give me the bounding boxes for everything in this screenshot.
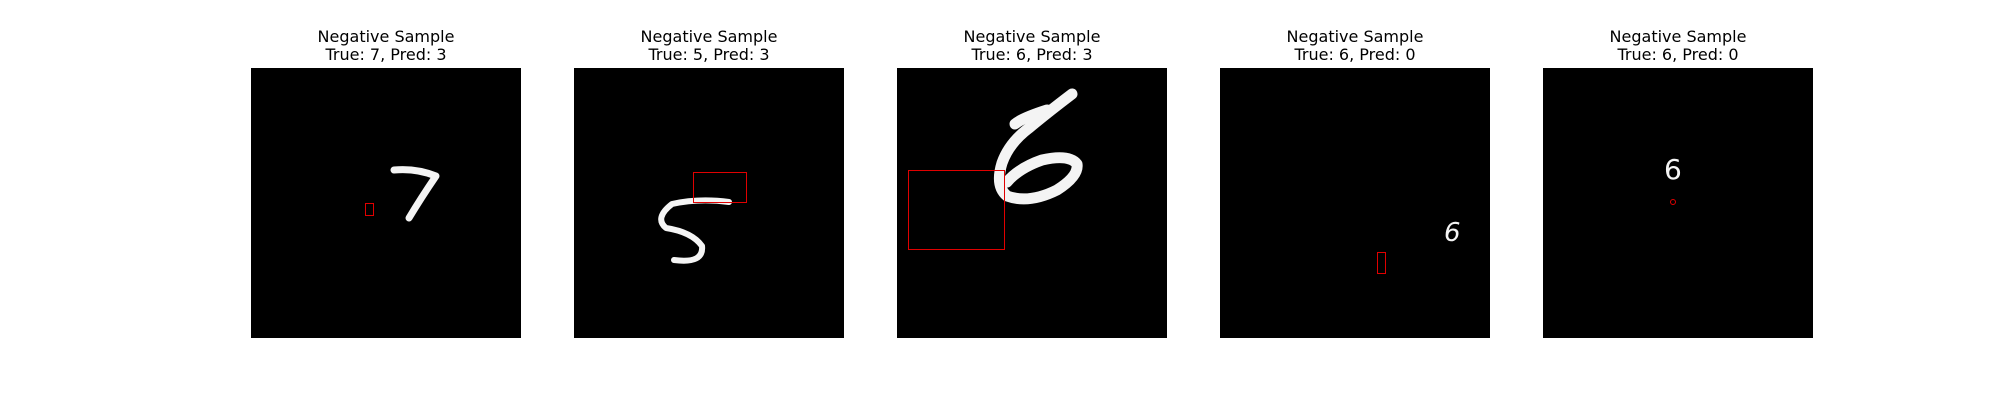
panel-title-line: Negative Sample bbox=[317, 27, 455, 46]
digit-stroke bbox=[658, 197, 732, 264]
digit-glyph: 6 bbox=[1664, 153, 1682, 186]
digit-stroke bbox=[390, 166, 440, 222]
digit-image bbox=[574, 68, 844, 338]
panel-title-line: Negative Sample bbox=[1286, 27, 1424, 46]
panel-title-line: Negative Sample bbox=[1609, 27, 1747, 46]
attention-box bbox=[365, 203, 374, 216]
panel-title: Negative Sample True: 6, Pred: 0 bbox=[1190, 28, 1520, 64]
attention-box bbox=[1377, 252, 1386, 274]
panel-subtitle-line: True: 6, Pred: 0 bbox=[1294, 45, 1416, 64]
digit-stroke-drawing bbox=[993, 88, 1083, 205]
digit-stroke-drawing bbox=[658, 197, 732, 264]
attention-box bbox=[908, 170, 1005, 250]
digit-stroke bbox=[993, 88, 1083, 205]
panel-title: Negative Sample True: 5, Pred: 3 bbox=[544, 28, 874, 64]
panel-title: Negative Sample True: 6, Pred: 3 bbox=[867, 28, 1197, 64]
panel-title-line: Negative Sample bbox=[640, 27, 778, 46]
digit-stroke-drawing bbox=[390, 166, 440, 222]
digit-image: 6 bbox=[1220, 68, 1490, 338]
panel-subtitle-line: True: 6, Pred: 0 bbox=[1617, 45, 1739, 64]
panel-subtitle-line: True: 5, Pred: 3 bbox=[648, 45, 770, 64]
attention-box bbox=[693, 172, 747, 203]
digit-image bbox=[897, 68, 1167, 338]
panel-subtitle-line: True: 7, Pred: 3 bbox=[325, 45, 447, 64]
panel-subtitle-line: True: 6, Pred: 3 bbox=[971, 45, 1093, 64]
digit-image: 6 bbox=[1543, 68, 1813, 338]
digit-glyph: 6 bbox=[1444, 218, 1461, 248]
attention-box bbox=[1670, 199, 1676, 205]
panel-title: Negative Sample True: 7, Pred: 3 bbox=[221, 28, 551, 64]
digit-image bbox=[251, 68, 521, 338]
digit-stroke bbox=[1009, 104, 1053, 130]
panel-title: Negative Sample True: 6, Pred: 0 bbox=[1513, 28, 1843, 64]
panel-title-line: Negative Sample bbox=[963, 27, 1101, 46]
